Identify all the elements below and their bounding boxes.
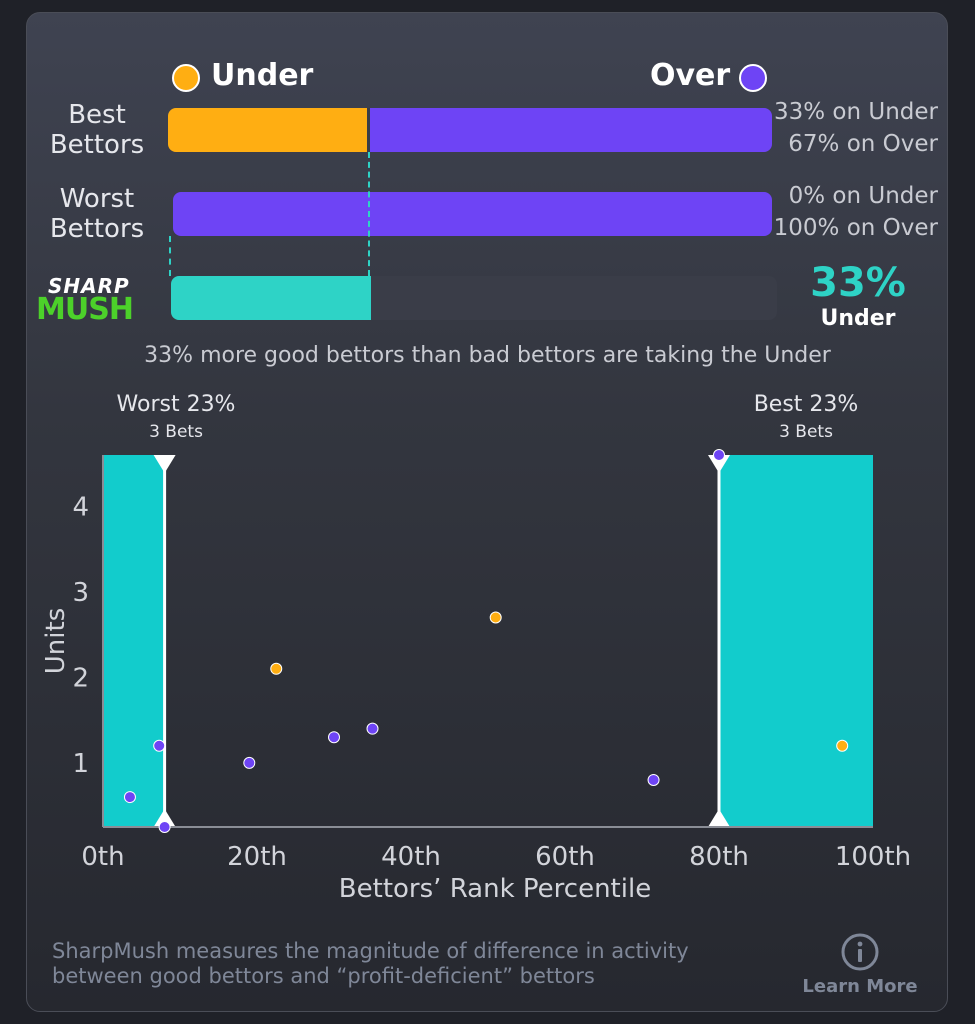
best-under-segment	[168, 108, 368, 152]
worst-zone-count: 3 Bets	[149, 422, 203, 442]
worst-over-segment	[173, 192, 772, 236]
worst-bettors-pcts: 0% on Under 100% on Over	[774, 180, 938, 244]
summary-text: 33% more good bettors than bad bettors a…	[144, 343, 831, 368]
best-bettors-pcts: 33% on Under 67% on Over	[774, 96, 938, 160]
y-tick-label: 3	[72, 578, 89, 608]
best-over-pct: 67% on Over	[788, 131, 938, 157]
under-bet-point[interactable]	[836, 739, 849, 752]
sharpmush-percent: 33%	[810, 260, 906, 306]
rank-percentile-scatter-chart: 1 2 3 4 0th 20th 40th 60th 80th 100th Units	[41, 449, 911, 872]
best-zone-area	[719, 455, 873, 827]
x-tick-label: 20th	[227, 842, 287, 872]
worst-bettors-bar	[173, 192, 772, 236]
over-legend-label: Over	[650, 58, 731, 93]
worst-zone-title: Worst 23%	[116, 392, 236, 417]
x-tick-label: 100th	[835, 842, 911, 872]
under-bet-point[interactable]	[489, 611, 502, 624]
y-tick-label: 1	[72, 749, 89, 779]
best-split-dashed-line	[368, 152, 370, 276]
footer-description: SharpMush measures the magnitude of diff…	[52, 939, 689, 989]
over-bet-point[interactable]	[123, 791, 136, 804]
x-axis-title: Bettors’ Rank Percentile	[338, 874, 652, 904]
logo-bottom-text: MUSH	[36, 292, 134, 327]
worst-split-dashed-line	[169, 236, 171, 276]
worst-bettors-line1: Worst	[59, 184, 135, 214]
data-points	[123, 449, 849, 833]
best-bettors-bar	[168, 108, 772, 152]
best-over-segment	[370, 108, 772, 152]
over-bet-point[interactable]	[243, 756, 256, 769]
best-bettors-label: Best Bettors	[42, 100, 152, 160]
learn-more-button[interactable]: Learn More	[800, 932, 920, 998]
over-bet-point[interactable]	[158, 821, 171, 833]
best-zone-title: Best 23%	[753, 392, 859, 417]
x-tick-label: 60th	[535, 842, 595, 872]
under-legend-dot	[172, 64, 200, 92]
worst-boundary-handle-top[interactable]	[153, 455, 176, 473]
y-tick-label: 2	[72, 663, 89, 693]
worst-bettors-line2: Bettors	[49, 214, 145, 244]
over-bet-point[interactable]	[153, 739, 166, 752]
y-tick-label: 4	[72, 492, 89, 522]
x-tick-label: 80th	[689, 842, 749, 872]
x-tick-label: 0th	[81, 842, 124, 872]
worst-zone-area	[103, 455, 165, 827]
worst-bettors-label: Worst Bettors	[42, 184, 152, 244]
sharpmush-fill	[171, 276, 371, 320]
worst-over-pct: 100% on Over	[773, 215, 938, 241]
y-tick-labels: 1 2 3 4	[72, 492, 89, 779]
worst-under-pct: 0% on Under	[788, 183, 938, 209]
sharpmush-bar	[171, 276, 777, 320]
y-axis-label: Units	[41, 608, 71, 674]
worst-boundary-handle-bottom[interactable]	[153, 809, 176, 827]
over-legend-dot	[739, 64, 767, 92]
sharpmush-logo: SHARP MUSH	[36, 274, 152, 332]
x-tick-labels: 0th 20th 40th 60th 80th 100th	[81, 842, 911, 872]
sharpmush-side: Under	[820, 306, 896, 331]
best-boundary-handle-top[interactable]	[708, 455, 730, 473]
under-bet-point[interactable]	[270, 662, 283, 675]
over-bet-point[interactable]	[366, 722, 379, 735]
over-bet-point[interactable]	[713, 449, 725, 461]
learn-more-label: Learn More	[802, 976, 918, 997]
over-bet-point[interactable]	[328, 731, 340, 744]
best-bettors-line2: Bettors	[49, 130, 145, 160]
best-under-pct: 33% on Under	[773, 99, 938, 125]
bar-divider	[367, 108, 371, 152]
over-bet-point[interactable]	[647, 773, 660, 786]
best-boundary-handle-bottom[interactable]	[708, 809, 730, 827]
footer-line2: between good bettors and “profit-deficie…	[52, 964, 595, 988]
under-legend-label: Under	[211, 58, 314, 93]
x-tick-label: 40th	[381, 842, 441, 872]
footer-line1: SharpMush measures the magnitude of diff…	[52, 939, 689, 963]
logo-top-text: SHARP	[48, 274, 130, 298]
best-bettors-line1: Best	[68, 100, 126, 130]
info-icon	[841, 933, 879, 971]
best-zone-count: 3 Bets	[779, 422, 833, 442]
